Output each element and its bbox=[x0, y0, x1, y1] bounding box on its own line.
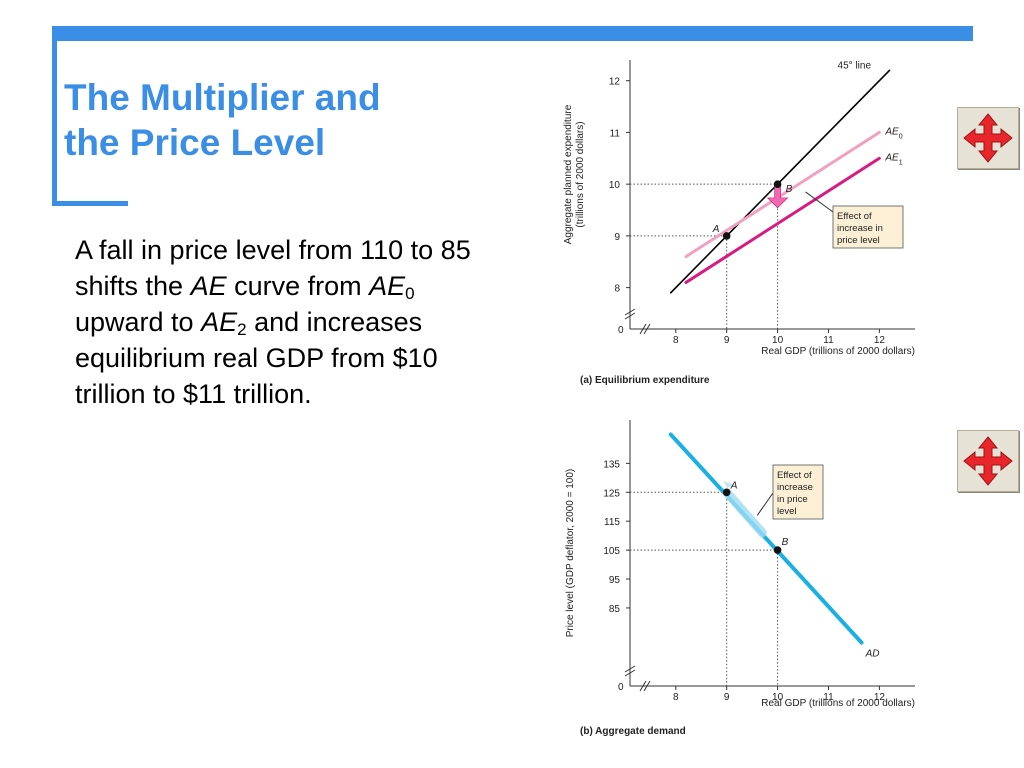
move-arrows-icon bbox=[963, 436, 1013, 486]
slide-title: The Multiplier and the Price Level bbox=[64, 75, 504, 165]
equilibrium-point bbox=[722, 488, 731, 497]
series-line bbox=[684, 130, 881, 259]
point-label: B bbox=[782, 537, 789, 548]
series-line bbox=[668, 432, 864, 645]
move-arrows-button-top[interactable] bbox=[957, 107, 1019, 169]
body-text-subscript: 2 bbox=[237, 320, 247, 339]
chart-panel-b: 0 8 9 10 11 12 85 95 105 115 125 135 Real GDP (trill… bbox=[565, 420, 915, 737]
series-label-subscript: 1 bbox=[899, 159, 903, 166]
y-axis-label: Price level (GDP deflator, 2000 = 100) bbox=[565, 469, 576, 638]
annotation-leader bbox=[805, 191, 834, 213]
header-bar bbox=[52, 26, 973, 41]
annotation-leader bbox=[756, 492, 774, 516]
annotation-text: increase in bbox=[837, 223, 883, 234]
shift-arrow bbox=[766, 184, 789, 209]
y-axis-label-line-2: (trillions of 2000 dollars) bbox=[575, 121, 586, 227]
y-tick-label: 12 bbox=[609, 77, 621, 88]
y-tick-label: 95 bbox=[609, 575, 621, 586]
annotation-text: increase bbox=[777, 482, 813, 493]
series-line bbox=[684, 156, 881, 284]
body-text-italic: AE bbox=[201, 307, 238, 337]
x-tick-label: 10 bbox=[772, 692, 784, 703]
x-axis-label: Real GDP (trillions of 2000 dollars) bbox=[761, 346, 915, 357]
title-frame-underline bbox=[52, 201, 128, 206]
body-text-subscript: 0 bbox=[405, 284, 415, 303]
series-label: 45° line bbox=[838, 60, 872, 71]
shift-arrow-head bbox=[723, 480, 734, 488]
x-axis-break bbox=[639, 680, 651, 692]
chart-caption: (b) Aggregate demand bbox=[580, 726, 686, 737]
y-tick-label: 105 bbox=[603, 546, 620, 557]
annotation-text: Effect of bbox=[837, 211, 872, 222]
y-axis-break bbox=[624, 665, 636, 677]
x-tick-label: 9 bbox=[724, 335, 730, 346]
point-label: A bbox=[712, 224, 720, 235]
series-label: AE0 bbox=[884, 126, 902, 140]
x-tick-label: 9 bbox=[724, 692, 730, 703]
body-text-part: upward to bbox=[75, 307, 202, 337]
y-axis-label-line-1: Aggregate planned expenditure bbox=[563, 104, 574, 244]
body-text-italic: AE bbox=[190, 271, 227, 301]
y-axis-break bbox=[624, 308, 636, 320]
title-frame-bar bbox=[52, 26, 57, 206]
move-arrows-button-bottom[interactable] bbox=[957, 430, 1019, 492]
annotation-text: in price bbox=[777, 494, 808, 505]
y-tick-label: 115 bbox=[604, 517, 620, 528]
x-tick-label: 11 bbox=[823, 335, 834, 346]
body-text-italic: AE bbox=[369, 271, 406, 301]
annotation-text: level bbox=[777, 506, 797, 517]
x-axis-break bbox=[639, 323, 651, 335]
series-label: AD bbox=[865, 649, 880, 660]
annotation-box bbox=[772, 464, 824, 520]
annotation-text: price level bbox=[837, 235, 880, 246]
x-axis-label: Real GDP (trillions of 2000 dollars) bbox=[761, 698, 915, 709]
slide-body-text: A fall in price level from 110 to 85 shi… bbox=[75, 232, 495, 412]
x-tick-label: 11 bbox=[823, 692, 834, 703]
series-label-subscript: 0 bbox=[899, 133, 903, 140]
slide-title-line-1: The Multiplier and bbox=[64, 77, 381, 118]
move-arrows-icon bbox=[963, 113, 1013, 163]
chart-area: 0 8 9 10 11 12 8 9 10 11 12 Real GDP (trillions of … bbox=[555, 50, 935, 750]
point-label: A bbox=[730, 480, 738, 491]
annotation-box bbox=[832, 205, 904, 249]
x-tick-label: 12 bbox=[874, 335, 886, 346]
body-text-part: and increases equilibrium real GDP from … bbox=[75, 307, 438, 409]
y-tick-label: 8 bbox=[614, 284, 620, 295]
equilibrium-point bbox=[722, 232, 731, 240]
y-tick-label: 125 bbox=[603, 488, 620, 499]
x-tick-label: 8 bbox=[673, 692, 679, 703]
y-tick-label: 85 bbox=[609, 604, 621, 615]
origin-label: 0 bbox=[618, 682, 624, 693]
equilibrium-point bbox=[773, 546, 782, 554]
shift-arrow bbox=[724, 490, 767, 538]
series-label: AE1 bbox=[884, 152, 902, 166]
point-label: B bbox=[786, 184, 793, 195]
annotation-text: Effect of bbox=[777, 470, 812, 481]
body-text-part: A fall in price level from 110 to 85 shi… bbox=[75, 235, 471, 301]
y-tick-label: 9 bbox=[614, 232, 620, 243]
x-tick-label: 10 bbox=[772, 335, 784, 346]
equilibrium-point bbox=[773, 180, 782, 188]
body-text-part: curve from bbox=[226, 271, 370, 301]
y-tick-label: 11 bbox=[610, 128, 621, 139]
slide-title-line-2: the Price Level bbox=[64, 122, 326, 163]
y-tick-label: 10 bbox=[609, 180, 621, 191]
x-tick-label: 12 bbox=[874, 692, 886, 703]
x-tick-label: 8 bbox=[673, 335, 679, 346]
chart-caption: (a) Equilibrium expenditure bbox=[580, 375, 710, 386]
origin-label: 0 bbox=[618, 325, 624, 336]
y-tick-label: 135 bbox=[603, 459, 620, 470]
